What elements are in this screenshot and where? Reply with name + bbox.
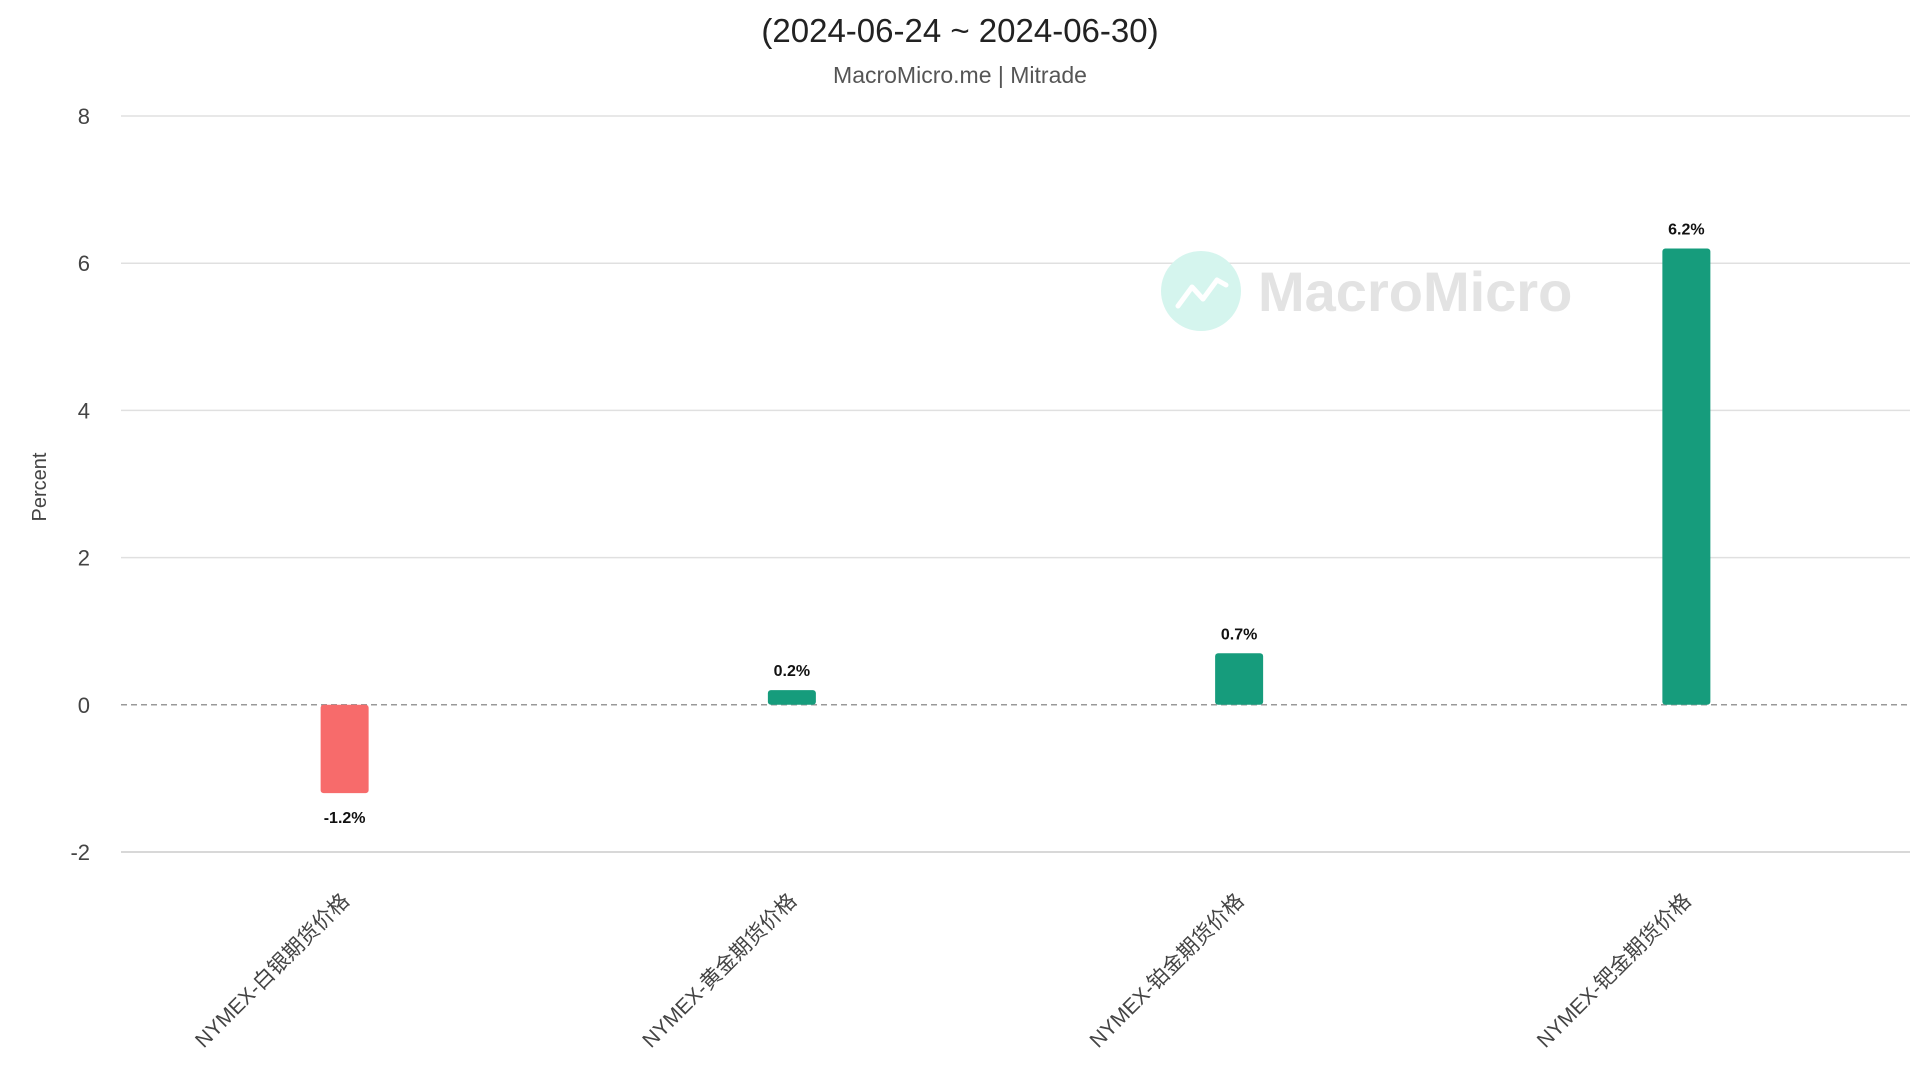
grid-lines (121, 115, 1910, 853)
data-label: 6.2% (1668, 221, 1704, 238)
category-labels: NYMEX-白银期货价格 NYMEX-黄金期货价格 NYMEX-铂金期货价格 NYME… (191, 889, 1696, 1052)
y-tick-label: 8 (78, 104, 90, 129)
x-tick-label: NYMEX-钯金期货价格 (1533, 889, 1696, 1052)
watermark-text: MacroMicro (1258, 260, 1572, 323)
bar (320, 704, 369, 794)
y-tick-label: 0 (78, 693, 90, 718)
trend-chart-icon (1161, 251, 1241, 331)
data-label: 0.2% (774, 663, 810, 680)
y-tick-label: 2 (78, 546, 90, 571)
bar (1215, 653, 1264, 705)
x-tick-label: NYMEX-铂金期货价格 (1086, 889, 1249, 1052)
watermark-logo: MacroMicro (1161, 251, 1572, 331)
bar (767, 690, 816, 705)
chart-title: (2024-06-24 ~ 2024-06-30) (761, 12, 1159, 49)
bar (1662, 248, 1711, 705)
y-axis-title: Percent (29, 452, 51, 521)
y-tick-label: 4 (78, 398, 90, 423)
y-axis-ticks: -2 0 2 4 6 8 (70, 104, 90, 865)
data-labels: -1.2% 0.2% 0.7% 6.2% (324, 221, 1705, 827)
y-tick-label: 6 (78, 251, 90, 276)
y-tick-label: -2 (70, 840, 90, 865)
x-tick-label: NYMEX-黄金期货价格 (638, 889, 801, 1052)
data-label: 0.7% (1221, 626, 1257, 643)
chart-subtitle: MacroMicro.me | Mitrade (833, 62, 1087, 88)
data-label: -1.2% (324, 810, 366, 827)
x-tick-label: NYMEX-白银期货价格 (191, 889, 354, 1052)
bars (320, 248, 1711, 794)
